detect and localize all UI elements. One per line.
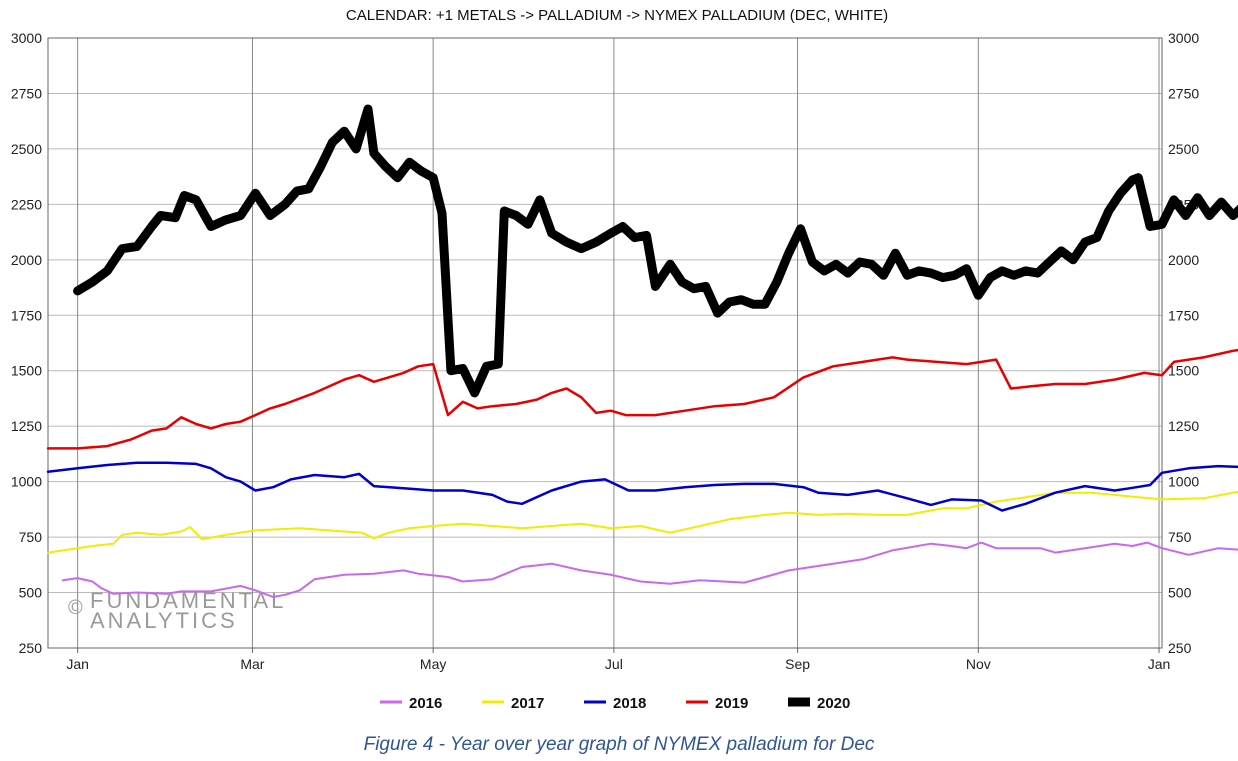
y-tick-label-right: 1500: [1168, 363, 1199, 379]
legend-label-2018: 2018: [613, 695, 646, 712]
x-tick-label: Jul: [605, 656, 623, 672]
y-tick-label: 1250: [11, 418, 42, 434]
chart-title: CALENDAR: +1 METALS -> PALLADIUM -> NYME…: [346, 7, 888, 24]
y-tick-label-right: 2500: [1168, 141, 1199, 157]
y-tick-label-right: 750: [1168, 529, 1192, 545]
y-tick-label-right: 2000: [1168, 252, 1199, 268]
x-tick-label: Sep: [785, 656, 810, 672]
x-axis: Jan Mar May Jul Sep Nov Jan: [66, 648, 1170, 672]
y-tick-label-right: 3000: [1168, 30, 1199, 46]
legend: 2016 2017 2018 2019 2020: [380, 695, 850, 712]
y-tick-label: 2000: [11, 252, 42, 268]
x-tick-label: May: [420, 656, 446, 672]
series-line-2019: [46, 348, 1238, 450]
y-tick-label-right: 1250: [1168, 418, 1199, 434]
legend-label-2016: 2016: [409, 695, 442, 712]
y-tick-label: 1000: [11, 474, 42, 490]
legend-swatch-2016: [380, 700, 402, 704]
legend-label-2017: 2017: [511, 695, 544, 712]
y-tick-label-right: 2750: [1168, 85, 1199, 101]
series-line-2020: [73, 104, 1238, 398]
y-axis-right: 2505007501000125015001750200022502500275…: [1168, 30, 1199, 656]
y-tick-label: 1500: [11, 363, 42, 379]
legend-swatch-2020: [788, 697, 810, 707]
series-line-2017: [47, 490, 1238, 554]
legend-swatch-2017: [482, 700, 504, 704]
legend-swatch-2019: [686, 700, 708, 704]
svg-text:ANALYTICS: ANALYTICS: [90, 608, 238, 633]
watermark: © FUNDAMENTAL ANALYTICS: [68, 588, 283, 633]
y-tick-label: 2750: [11, 85, 42, 101]
y-tick-label: 500: [19, 585, 43, 601]
x-tick-label: Mar: [240, 656, 264, 672]
y-tick-label-right: 1750: [1168, 307, 1199, 323]
series-line-2018: [46, 461, 1238, 512]
y-tick-label-right: 250: [1168, 640, 1192, 656]
y-tick-label: 750: [19, 529, 43, 545]
y-tick-label-right: 1000: [1168, 474, 1199, 490]
legend-swatch-2018: [584, 700, 606, 704]
y-axis-left: 250 500 750 1000 1250 1500 1750 2000 2250 2500 275…: [11, 30, 42, 656]
series-line-2016: [61, 541, 1238, 598]
svg-text:©: ©: [68, 597, 83, 619]
legend-label-2019: 2019: [715, 695, 748, 712]
grid: [48, 37, 1162, 649]
y-tick-label: 3000: [11, 30, 42, 46]
x-tick-label: Nov: [966, 656, 991, 672]
y-tick-label: 1750: [11, 307, 42, 323]
legend-label-2020: 2020: [817, 695, 850, 712]
plot-area-border: [47, 37, 1163, 649]
x-tick-label: Jan: [66, 656, 89, 672]
y-tick-label: 250: [19, 640, 43, 656]
x-tick-label: Jan: [1148, 656, 1171, 672]
series-layer: [46, 104, 1238, 598]
y-tick-label: 2250: [11, 196, 42, 212]
figure-caption: Figure 4 - Year over year graph of NYMEX…: [363, 734, 875, 755]
y-tick-label: 2500: [11, 141, 42, 157]
y-tick-label-right: 500: [1168, 585, 1192, 601]
